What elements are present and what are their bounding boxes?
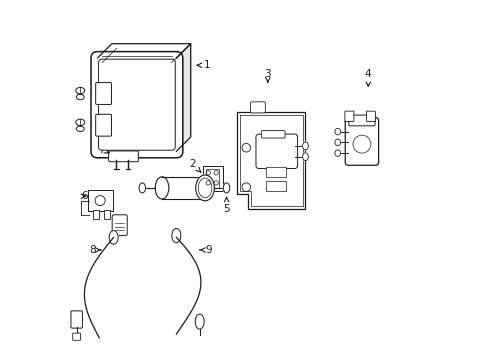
FancyBboxPatch shape	[88, 190, 112, 211]
FancyBboxPatch shape	[205, 169, 219, 188]
FancyBboxPatch shape	[73, 333, 81, 340]
FancyBboxPatch shape	[71, 311, 82, 328]
Ellipse shape	[302, 142, 308, 150]
FancyBboxPatch shape	[96, 82, 111, 104]
FancyBboxPatch shape	[255, 134, 297, 168]
Text: 6: 6	[81, 191, 88, 201]
Ellipse shape	[109, 230, 118, 244]
FancyBboxPatch shape	[91, 51, 183, 158]
Text: 1: 1	[197, 60, 210, 70]
FancyBboxPatch shape	[265, 167, 285, 177]
Ellipse shape	[139, 183, 145, 193]
FancyBboxPatch shape	[96, 114, 111, 136]
FancyBboxPatch shape	[344, 111, 353, 122]
Ellipse shape	[76, 94, 84, 100]
Ellipse shape	[302, 153, 308, 161]
Ellipse shape	[76, 87, 84, 94]
Ellipse shape	[334, 150, 340, 156]
Bar	[162, 177, 204, 199]
Polygon shape	[237, 112, 305, 209]
Text: 5: 5	[223, 197, 229, 214]
Bar	[93, 210, 99, 220]
Polygon shape	[176, 44, 190, 151]
FancyBboxPatch shape	[108, 151, 138, 162]
FancyBboxPatch shape	[250, 102, 265, 113]
Ellipse shape	[334, 129, 340, 135]
Text: 7: 7	[98, 144, 109, 154]
FancyBboxPatch shape	[345, 118, 378, 165]
Ellipse shape	[334, 139, 340, 145]
Ellipse shape	[76, 126, 84, 131]
FancyBboxPatch shape	[366, 111, 375, 122]
FancyBboxPatch shape	[348, 115, 374, 126]
FancyBboxPatch shape	[261, 131, 285, 138]
Ellipse shape	[195, 314, 203, 329]
Text: 9: 9	[200, 245, 211, 255]
FancyBboxPatch shape	[112, 215, 127, 235]
Bar	[104, 210, 110, 220]
Ellipse shape	[155, 177, 168, 199]
Ellipse shape	[76, 119, 84, 126]
Ellipse shape	[171, 228, 181, 243]
Text: 8: 8	[89, 245, 101, 255]
Ellipse shape	[223, 183, 229, 193]
Text: 2: 2	[189, 159, 201, 172]
Ellipse shape	[195, 175, 214, 201]
Text: 3: 3	[264, 69, 270, 82]
Text: 4: 4	[364, 69, 371, 86]
FancyBboxPatch shape	[202, 166, 222, 191]
Polygon shape	[97, 44, 190, 58]
FancyBboxPatch shape	[265, 181, 285, 191]
FancyBboxPatch shape	[99, 59, 175, 150]
